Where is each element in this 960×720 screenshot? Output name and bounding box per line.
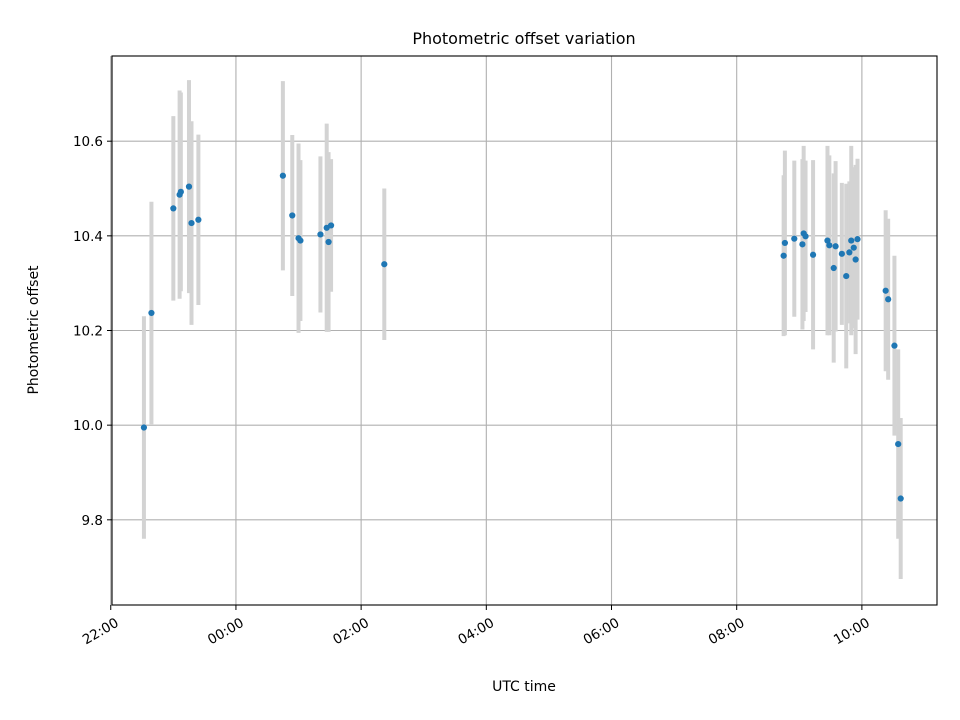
data-point: [381, 261, 388, 268]
data-point: [854, 236, 861, 243]
data-point: [781, 239, 788, 247]
x-tick-label: 06:00: [581, 615, 623, 648]
grid-lines: [110, 56, 937, 605]
data-point: [882, 287, 889, 294]
data-point: [832, 243, 839, 250]
y-tick-label: 10.4: [73, 229, 103, 245]
chart-title: Photometric offset variation: [412, 29, 635, 48]
data-point: [188, 219, 195, 227]
data-point: [843, 272, 850, 280]
data-point: [830, 264, 837, 272]
y-axis-label: Photometric offset: [26, 265, 42, 395]
x-tick-label: 22:00: [80, 615, 122, 648]
data-point: [848, 237, 855, 244]
error-bars: [141, 80, 903, 579]
data-point: [826, 242, 833, 249]
data-point: [170, 205, 177, 212]
data-point: [852, 256, 859, 263]
data-point: [850, 244, 857, 251]
y-axis-ticks: 9.8 10.0 10.2 10.4 10.6: [73, 134, 112, 529]
data-point: [780, 252, 787, 259]
data-point: [791, 235, 798, 242]
x-axis-ticks: 22:00 00:00 02:00 04:00 06:00 08:00 10:00: [80, 605, 873, 648]
data-point: [317, 231, 324, 238]
data-point: [809, 251, 817, 258]
data-point: [195, 216, 202, 223]
data-point: [802, 233, 809, 240]
x-tick-label: 08:00: [706, 615, 748, 648]
data-point: [177, 188, 184, 195]
x-tick-label: 04:00: [455, 615, 497, 648]
data-point: [838, 250, 845, 257]
data-point: [327, 222, 335, 229]
x-tick-label: 02:00: [330, 615, 372, 648]
data-point: [824, 237, 831, 244]
data-point: [279, 172, 286, 179]
data-point: [895, 440, 902, 448]
data-point: [297, 237, 304, 244]
data-point: [885, 296, 892, 303]
y-tick-label: 10.2: [73, 324, 103, 340]
data-point: [148, 309, 155, 317]
data-point: [846, 249, 853, 256]
data-point: [325, 238, 332, 246]
y-tick-label: 10.0: [73, 418, 103, 434]
x-tick-label: 00:00: [205, 615, 247, 648]
data-point: [140, 424, 148, 431]
data-point: [185, 183, 193, 190]
data-point: [897, 495, 904, 502]
x-tick-label: 10:00: [831, 615, 873, 648]
y-tick-label: 9.8: [82, 513, 103, 529]
data-point: [891, 342, 898, 349]
x-axis-label: UTC time: [492, 679, 556, 695]
data-point: [289, 212, 296, 219]
data-points: [140, 172, 904, 502]
y-tick-label: 10.6: [73, 134, 103, 150]
data-point: [799, 241, 806, 248]
